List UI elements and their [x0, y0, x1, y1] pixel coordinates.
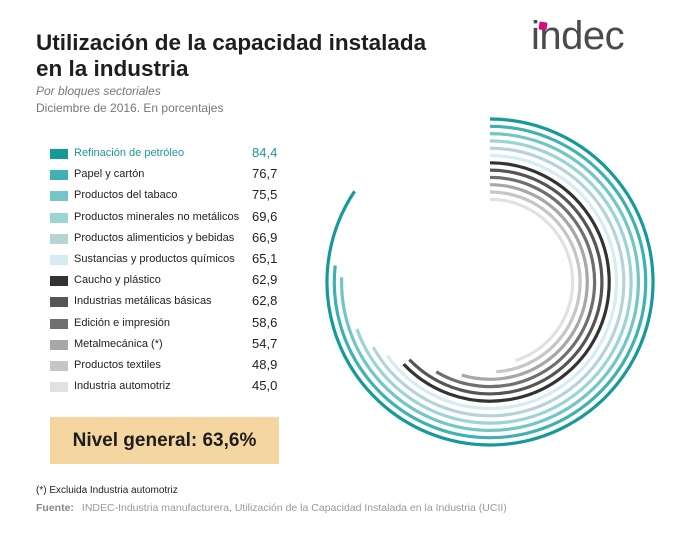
legend-item: Productos alimenticios y bebidas 66,9 — [50, 229, 280, 250]
legend-item: Productos minerales no metálicos 69,6 — [50, 208, 280, 229]
legend-label: Industrias metálicas básicas — [74, 295, 212, 308]
legend-label: Productos alimenticios y bebidas — [74, 231, 235, 244]
legend-swatch — [50, 233, 68, 244]
legend-value: 84,4 — [252, 145, 278, 160]
radial-bar-arc — [332, 124, 648, 440]
legend-value: 62,9 — [252, 272, 278, 288]
radial-bar-arc — [371, 146, 626, 418]
legend-swatch — [50, 361, 68, 371]
indec-logo: indec — [531, 14, 625, 59]
legend-swatch — [50, 255, 68, 265]
legend-swatch — [50, 276, 68, 287]
legend-value: 45,0 — [252, 378, 278, 394]
legend-swatch — [50, 212, 68, 223]
legend-value: 76,7 — [252, 166, 278, 182]
chart-title-line-1: Utilización de la capacidad instalada — [36, 30, 427, 55]
indec-logo-text: indec — [531, 14, 625, 58]
legend-item: Papel y cartón 76,7 — [50, 165, 280, 186]
legend-swatch — [50, 191, 68, 202]
chart-period: Diciembre de 2016. En porcentajes — [36, 101, 224, 115]
legend-swatch — [50, 149, 68, 159]
chart-title: Utilización de la capacidad instalada en… — [36, 30, 426, 82]
legend-value: 48,9 — [252, 357, 278, 372]
legend-label: Productos minerales no metálicos — [74, 210, 240, 223]
legend-label: Productos textiles — [74, 359, 161, 371]
legend-label: Productos del tabaco — [74, 189, 178, 202]
legend-item: Caucho y plástico 62,9 — [50, 271, 280, 292]
radial-bar-arc — [408, 168, 604, 396]
chart-subtitle: Por bloques sectoriales — [36, 84, 161, 98]
legend-label: Caucho y plástico — [74, 274, 161, 287]
legend-value: 69,6 — [252, 208, 278, 224]
legend-item: Refinación de petróleo 84,4 — [50, 144, 280, 165]
source-line: Fuente: INDEC-Industria manufacturera, Ut… — [36, 502, 507, 514]
legend-label: Industria automotriz — [74, 380, 171, 393]
legend-value: 58,6 — [252, 314, 278, 330]
legend-swatch — [50, 382, 68, 393]
radial-bar-arc — [489, 190, 582, 374]
nivel-general-box: Nivel general: 63,6% — [50, 417, 279, 464]
legend-item: Edición e impresión 58,6 — [50, 314, 280, 335]
legend-swatch — [50, 339, 68, 350]
legend-label: Sustancias y productos químicos — [74, 253, 235, 265]
radial-bar-arc — [385, 153, 619, 411]
radial-bar-arc — [355, 139, 633, 425]
radial-bar-arc — [325, 117, 655, 447]
footnote: (*) Excluida Industria automotriz — [36, 485, 178, 496]
legend-item: Productos textiles 48,9 — [50, 356, 280, 377]
legend-item: Sustancias y productos químicos 65,1 — [50, 250, 280, 271]
radial-bar-arc — [340, 132, 640, 432]
radial-bar-arc — [489, 197, 575, 363]
radial-bar-arc — [461, 183, 589, 381]
legend-value: 54,7 — [252, 335, 278, 351]
legend-item: Industria automotriz 45,0 — [50, 377, 280, 398]
source-label: Fuente: — [36, 502, 74, 514]
chart-title-line-2: en la industria — [36, 56, 189, 81]
source-text: INDEC-Industria manufacturera, Utilizaci… — [81, 502, 507, 514]
legend-swatch — [50, 297, 68, 308]
legend-swatch — [50, 170, 68, 181]
legend-label: Edición e impresión — [74, 316, 170, 329]
legend-item: Industrias metálicas básicas 62,8 — [50, 292, 280, 313]
legend-item: Productos del tabaco 75,5 — [50, 186, 280, 207]
legend-value: 75,5 — [252, 187, 278, 203]
legend-value: 66,9 — [252, 229, 278, 245]
legend-swatch — [50, 318, 68, 329]
legend-label: Refinación de petróleo — [74, 147, 185, 159]
legend-value: 62,8 — [252, 293, 278, 309]
radial-bar-arc — [435, 175, 597, 389]
radial-bar-arc — [402, 161, 611, 403]
legend-value: 65,1 — [252, 251, 278, 266]
legend-label: Papel y cartón — [74, 168, 145, 181]
legend-item: Metalmecánica (*) 54,7 — [50, 335, 280, 356]
legend-label: Metalmecánica (*) — [74, 337, 163, 350]
